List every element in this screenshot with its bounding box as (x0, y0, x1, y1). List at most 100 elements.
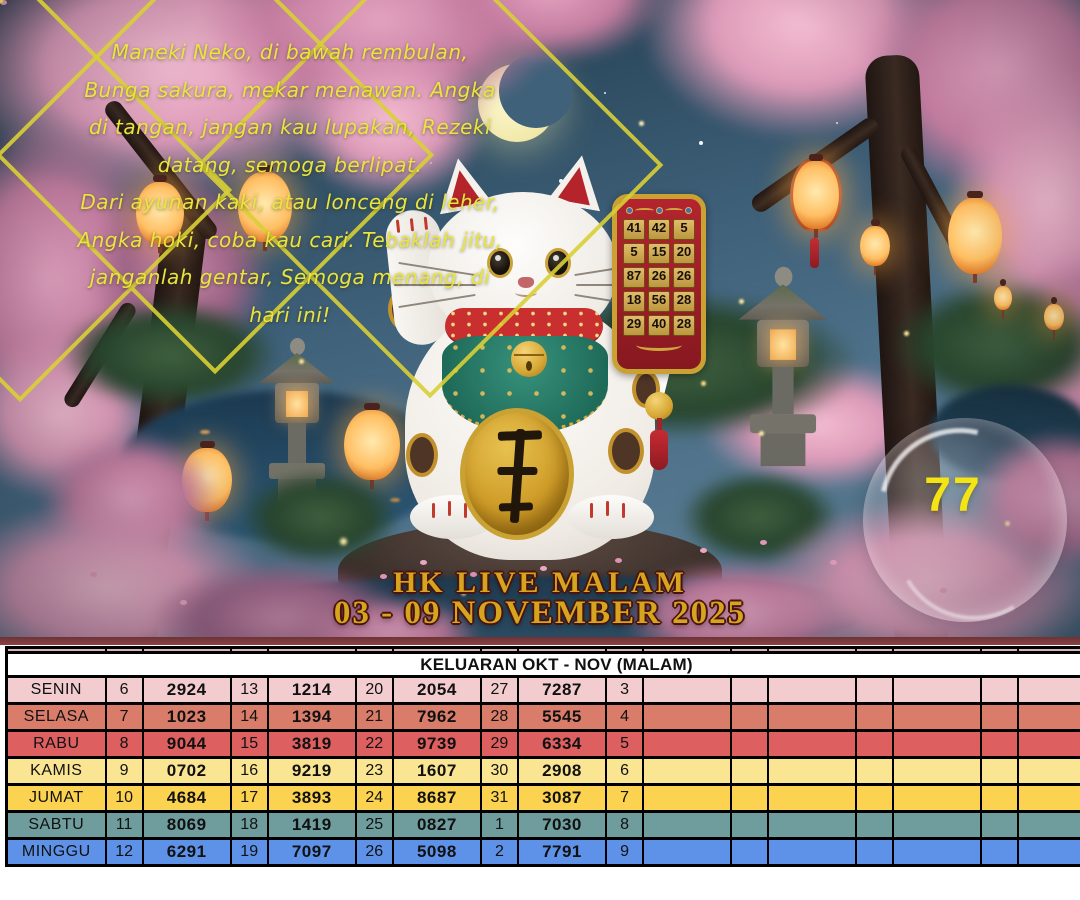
lucky-number: 77 (924, 469, 982, 522)
empty-cell (1017, 730, 1080, 758)
poem: Maneki Neko, di bawah rembulan, Bunga sak… (5, 34, 575, 334)
empty-cell (1017, 703, 1080, 731)
empty-cell (767, 811, 858, 839)
date-cell: 15 (229, 730, 269, 758)
day-cell: MINGGU (5, 838, 107, 866)
result-cell: 9044 (141, 730, 232, 758)
poem-line: janganlah gentar, Semoga menang, di (89, 265, 491, 289)
paper-lantern-icon (860, 219, 890, 275)
empty-cell (1017, 838, 1080, 866)
table-row: SENIN 6 2924 13 1214 20 2054 27 7287 3 (5, 676, 1080, 704)
empty-cell (730, 757, 770, 785)
poem-line: hari ini! (249, 302, 331, 327)
table-row: MINGGU 12 6291 19 7097 26 5098 2 7791 9 (5, 838, 1080, 866)
empty-cell (730, 811, 770, 839)
poem-line: datang, semoga berlipat. (157, 152, 423, 177)
date-cell: 14 (229, 703, 269, 731)
board-number: 5 (623, 243, 645, 264)
sliver-cell (767, 647, 858, 653)
result-cell: 6291 (141, 838, 232, 866)
empty-cell (855, 838, 895, 866)
result-cell: 7097 (266, 838, 357, 866)
empty-cell (1017, 811, 1080, 839)
empty-cell (767, 703, 858, 731)
sliver-cell (892, 647, 983, 653)
board-tassel-cord (657, 418, 662, 432)
gold-coin (460, 408, 574, 540)
result-cell: 9219 (266, 757, 357, 785)
fireflies (0, 0, 3, 3)
day-cell: RABU (5, 730, 107, 758)
sliver-cell (5, 647, 107, 653)
poem-line: Angka hoki, coba kau cari. Tebaklah jitu… (77, 227, 503, 252)
date-cell: 7 (605, 784, 645, 812)
date-cell: 24 (354, 784, 394, 812)
result-cell: 2924 (141, 676, 232, 704)
empty-cell (730, 730, 770, 758)
date-cell: 9 (605, 838, 645, 866)
date-cell: 23 (354, 757, 394, 785)
sliver-cell (354, 647, 394, 653)
date-cell: 21 (354, 703, 394, 731)
sliver-cell (266, 647, 357, 653)
sliver-cell (980, 647, 1020, 653)
empty-cell (892, 838, 983, 866)
result-cell: 1023 (141, 703, 232, 731)
empty-cell (730, 838, 770, 866)
result-cell: 0827 (391, 811, 482, 839)
paper-lantern-icon (238, 165, 292, 251)
sliver-cell (229, 647, 269, 653)
result-cell: 7030 (516, 811, 608, 839)
empty-cell (642, 784, 733, 812)
empty-cell (855, 784, 895, 812)
paper-lantern-icon (790, 154, 842, 238)
empty-cell (892, 703, 983, 731)
result-cell: 1607 (391, 757, 482, 785)
results-sheet: KELUARAN OKT - NOV (MALAM) SENIN 6 2924 13 12… (0, 645, 1080, 900)
sliver-row (5, 647, 1080, 653)
date-cell: 18 (229, 811, 269, 839)
date-cell: 8 (104, 730, 144, 758)
empty-cell (855, 703, 895, 731)
lucky-bubble: 77 (863, 418, 1067, 622)
paper-lantern-icon (136, 175, 184, 253)
result-cell: 9739 (391, 730, 482, 758)
cat-nose (518, 277, 534, 288)
board-number: 28 (673, 291, 695, 312)
empty-cell (892, 784, 983, 812)
empty-cell (980, 703, 1020, 731)
result-cell: 2908 (516, 757, 608, 785)
empty-cell (892, 811, 983, 839)
board-tassel (650, 430, 668, 470)
empty-cell (730, 703, 770, 731)
date-cell: 6 (104, 676, 144, 704)
sliver-cell (104, 647, 144, 653)
empty-cell (1017, 757, 1080, 785)
sliver-cell (855, 647, 895, 653)
board-bell-icon (645, 392, 673, 420)
board-number: 56 (648, 291, 670, 312)
result-cell: 2054 (391, 676, 482, 704)
date-cell: 17 (229, 784, 269, 812)
paper-lantern-icon (344, 403, 400, 489)
empty-cell (767, 838, 858, 866)
empty-cell (642, 811, 733, 839)
board-number: 15 (648, 243, 670, 264)
sliver-cell (605, 647, 645, 653)
date-cell: 2 (479, 838, 519, 866)
date-cell: 26 (354, 838, 394, 866)
board-number: 26 (673, 267, 695, 288)
empty-cell (980, 784, 1020, 812)
coin-kanji (490, 425, 547, 528)
board-flourish (636, 339, 682, 351)
empty-cell (1017, 784, 1080, 812)
day-cell: SABTU (5, 811, 107, 839)
date-cell: 5 (605, 730, 645, 758)
date-cell: 8 (605, 811, 645, 839)
empty-cell (855, 811, 895, 839)
board-number: 87 (623, 267, 645, 288)
sliver-cell (516, 647, 608, 653)
board-number: 40 (648, 315, 670, 336)
stone-lantern (730, 266, 836, 468)
banner-date-range: 03 - 09 NOVEMBER 2025 (333, 595, 747, 631)
